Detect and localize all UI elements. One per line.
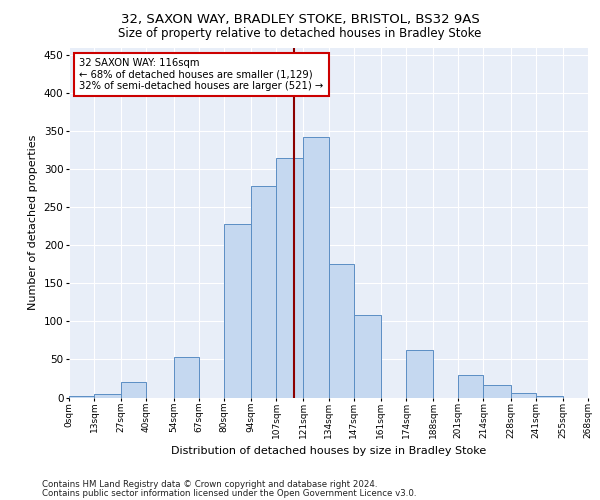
Bar (304, 136, 329, 398)
Bar (458, 374, 484, 398)
Text: Size of property relative to detached houses in Bradley Stoke: Size of property relative to detached ho… (118, 28, 482, 40)
Y-axis label: Number of detached properties: Number of detached properties (28, 135, 38, 310)
Bar (69, 396, 94, 398)
Bar (94, 394, 121, 398)
Bar (536, 396, 563, 398)
Bar (276, 158, 304, 398)
Bar (511, 393, 536, 398)
Bar (173, 357, 199, 398)
Bar (353, 316, 381, 398)
Bar (484, 386, 511, 398)
Text: 32, SAXON WAY, BRADLEY STOKE, BRISTOL, BS32 9AS: 32, SAXON WAY, BRADLEY STOKE, BRISTOL, B… (121, 12, 479, 26)
Bar (224, 224, 251, 398)
Text: 32 SAXON WAY: 116sqm
← 68% of detached houses are smaller (1,129)
32% of semi-de: 32 SAXON WAY: 116sqm ← 68% of detached h… (79, 58, 323, 91)
Text: Contains HM Land Registry data © Crown copyright and database right 2024.: Contains HM Land Registry data © Crown c… (42, 480, 377, 489)
Bar (121, 382, 146, 398)
Text: Contains public sector information licensed under the Open Government Licence v3: Contains public sector information licen… (42, 488, 416, 498)
Bar (251, 186, 276, 398)
Bar (329, 264, 353, 398)
X-axis label: Distribution of detached houses by size in Bradley Stoke: Distribution of detached houses by size … (171, 446, 486, 456)
Bar (406, 350, 433, 398)
